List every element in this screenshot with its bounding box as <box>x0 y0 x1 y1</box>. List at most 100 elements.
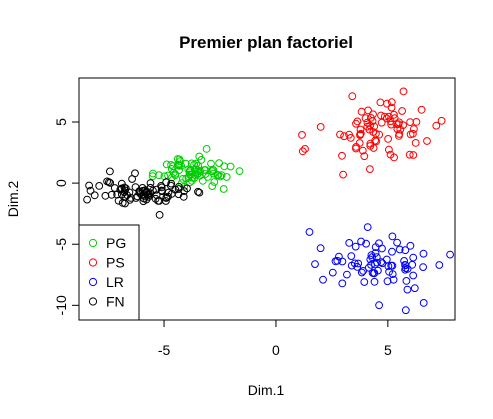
plot-area <box>78 77 456 321</box>
point-lr <box>378 244 386 253</box>
point-pg <box>201 170 210 178</box>
point-lr <box>364 263 373 272</box>
point-ps <box>360 152 369 161</box>
point-lr <box>435 261 444 269</box>
point-ps <box>301 145 309 153</box>
point-ps <box>338 151 346 160</box>
point-ps <box>356 125 365 134</box>
legend-marker-pg <box>88 238 98 248</box>
point-lr <box>363 223 372 232</box>
point-ps <box>387 98 396 107</box>
point-pg <box>162 160 171 169</box>
point-ps <box>348 92 357 101</box>
point-lr <box>378 259 387 268</box>
point-ps <box>376 98 385 107</box>
point-ps <box>366 121 375 130</box>
point-lr <box>388 232 397 241</box>
point-fn <box>157 183 166 192</box>
point-fn <box>162 178 171 187</box>
point-ps <box>358 146 367 155</box>
point-pg <box>208 182 217 191</box>
point-lr <box>373 258 382 267</box>
point-lr <box>401 261 409 269</box>
point-pg <box>181 159 190 168</box>
point-ps <box>370 122 379 131</box>
point-ps <box>406 118 415 126</box>
point-ps <box>395 118 404 127</box>
point-fn <box>154 197 163 205</box>
point-pg <box>235 167 244 176</box>
point-fn <box>121 184 130 193</box>
y-tick-label: -5 <box>53 238 69 251</box>
point-fn <box>162 197 170 205</box>
point-ps <box>345 130 354 139</box>
point-fn <box>152 185 161 194</box>
point-ps <box>387 103 396 112</box>
point-ps <box>432 121 441 130</box>
point-lr <box>372 253 381 262</box>
point-lr <box>367 251 376 260</box>
point-lr <box>388 261 397 270</box>
point-lr <box>354 259 363 268</box>
point-ps <box>356 131 364 140</box>
point-fn <box>162 194 171 202</box>
point-lr <box>319 275 327 284</box>
point-pg <box>149 169 157 178</box>
point-ps <box>390 153 399 162</box>
data-points <box>83 87 455 315</box>
point-lr <box>389 275 398 284</box>
point-lr <box>370 277 379 286</box>
point-ps <box>380 112 389 121</box>
point-lr <box>335 252 343 261</box>
point-ps <box>357 107 366 116</box>
point-pg <box>201 166 210 174</box>
point-lr <box>406 241 415 250</box>
point-fn <box>106 167 114 176</box>
point-ps <box>352 119 360 128</box>
legend-marker-ps <box>88 258 98 267</box>
point-pg <box>175 166 184 175</box>
point-ps <box>352 144 360 153</box>
point-fn <box>157 186 166 195</box>
point-pg <box>167 161 176 169</box>
point-ps <box>369 128 378 136</box>
point-lr <box>311 260 319 269</box>
point-pg <box>209 166 218 175</box>
y-tick-label: 5 <box>53 118 69 126</box>
point-lr <box>345 239 354 247</box>
point-ps <box>298 147 307 156</box>
point-lr <box>371 243 380 252</box>
legend-box <box>78 224 140 321</box>
point-lr <box>388 247 396 256</box>
point-lr <box>409 253 418 262</box>
point-lr <box>401 246 410 255</box>
point-fn <box>128 175 137 183</box>
point-pg <box>167 165 176 173</box>
point-pg <box>226 162 235 171</box>
point-fn <box>126 195 134 204</box>
point-lr <box>384 262 393 271</box>
point-ps <box>417 105 426 114</box>
point-fn <box>164 192 172 201</box>
point-pg <box>148 172 157 181</box>
point-pg <box>186 178 194 187</box>
point-fn <box>194 187 202 196</box>
legend-label-fn: FN <box>106 294 125 310</box>
point-ps <box>366 142 375 150</box>
point-fn <box>90 191 99 200</box>
point-lr <box>371 260 379 269</box>
chart-title: Premier plan factoriel <box>179 33 353 52</box>
point-ps <box>395 130 404 138</box>
point-fn <box>118 199 127 207</box>
point-fn <box>158 187 167 196</box>
point-ps <box>410 125 418 133</box>
point-lr <box>401 264 410 273</box>
point-fn <box>120 183 129 192</box>
point-lr <box>419 249 428 258</box>
point-pg <box>187 159 196 168</box>
point-lr <box>409 271 418 280</box>
point-ps <box>316 123 325 131</box>
point-lr <box>400 257 409 265</box>
point-pg <box>216 172 225 181</box>
